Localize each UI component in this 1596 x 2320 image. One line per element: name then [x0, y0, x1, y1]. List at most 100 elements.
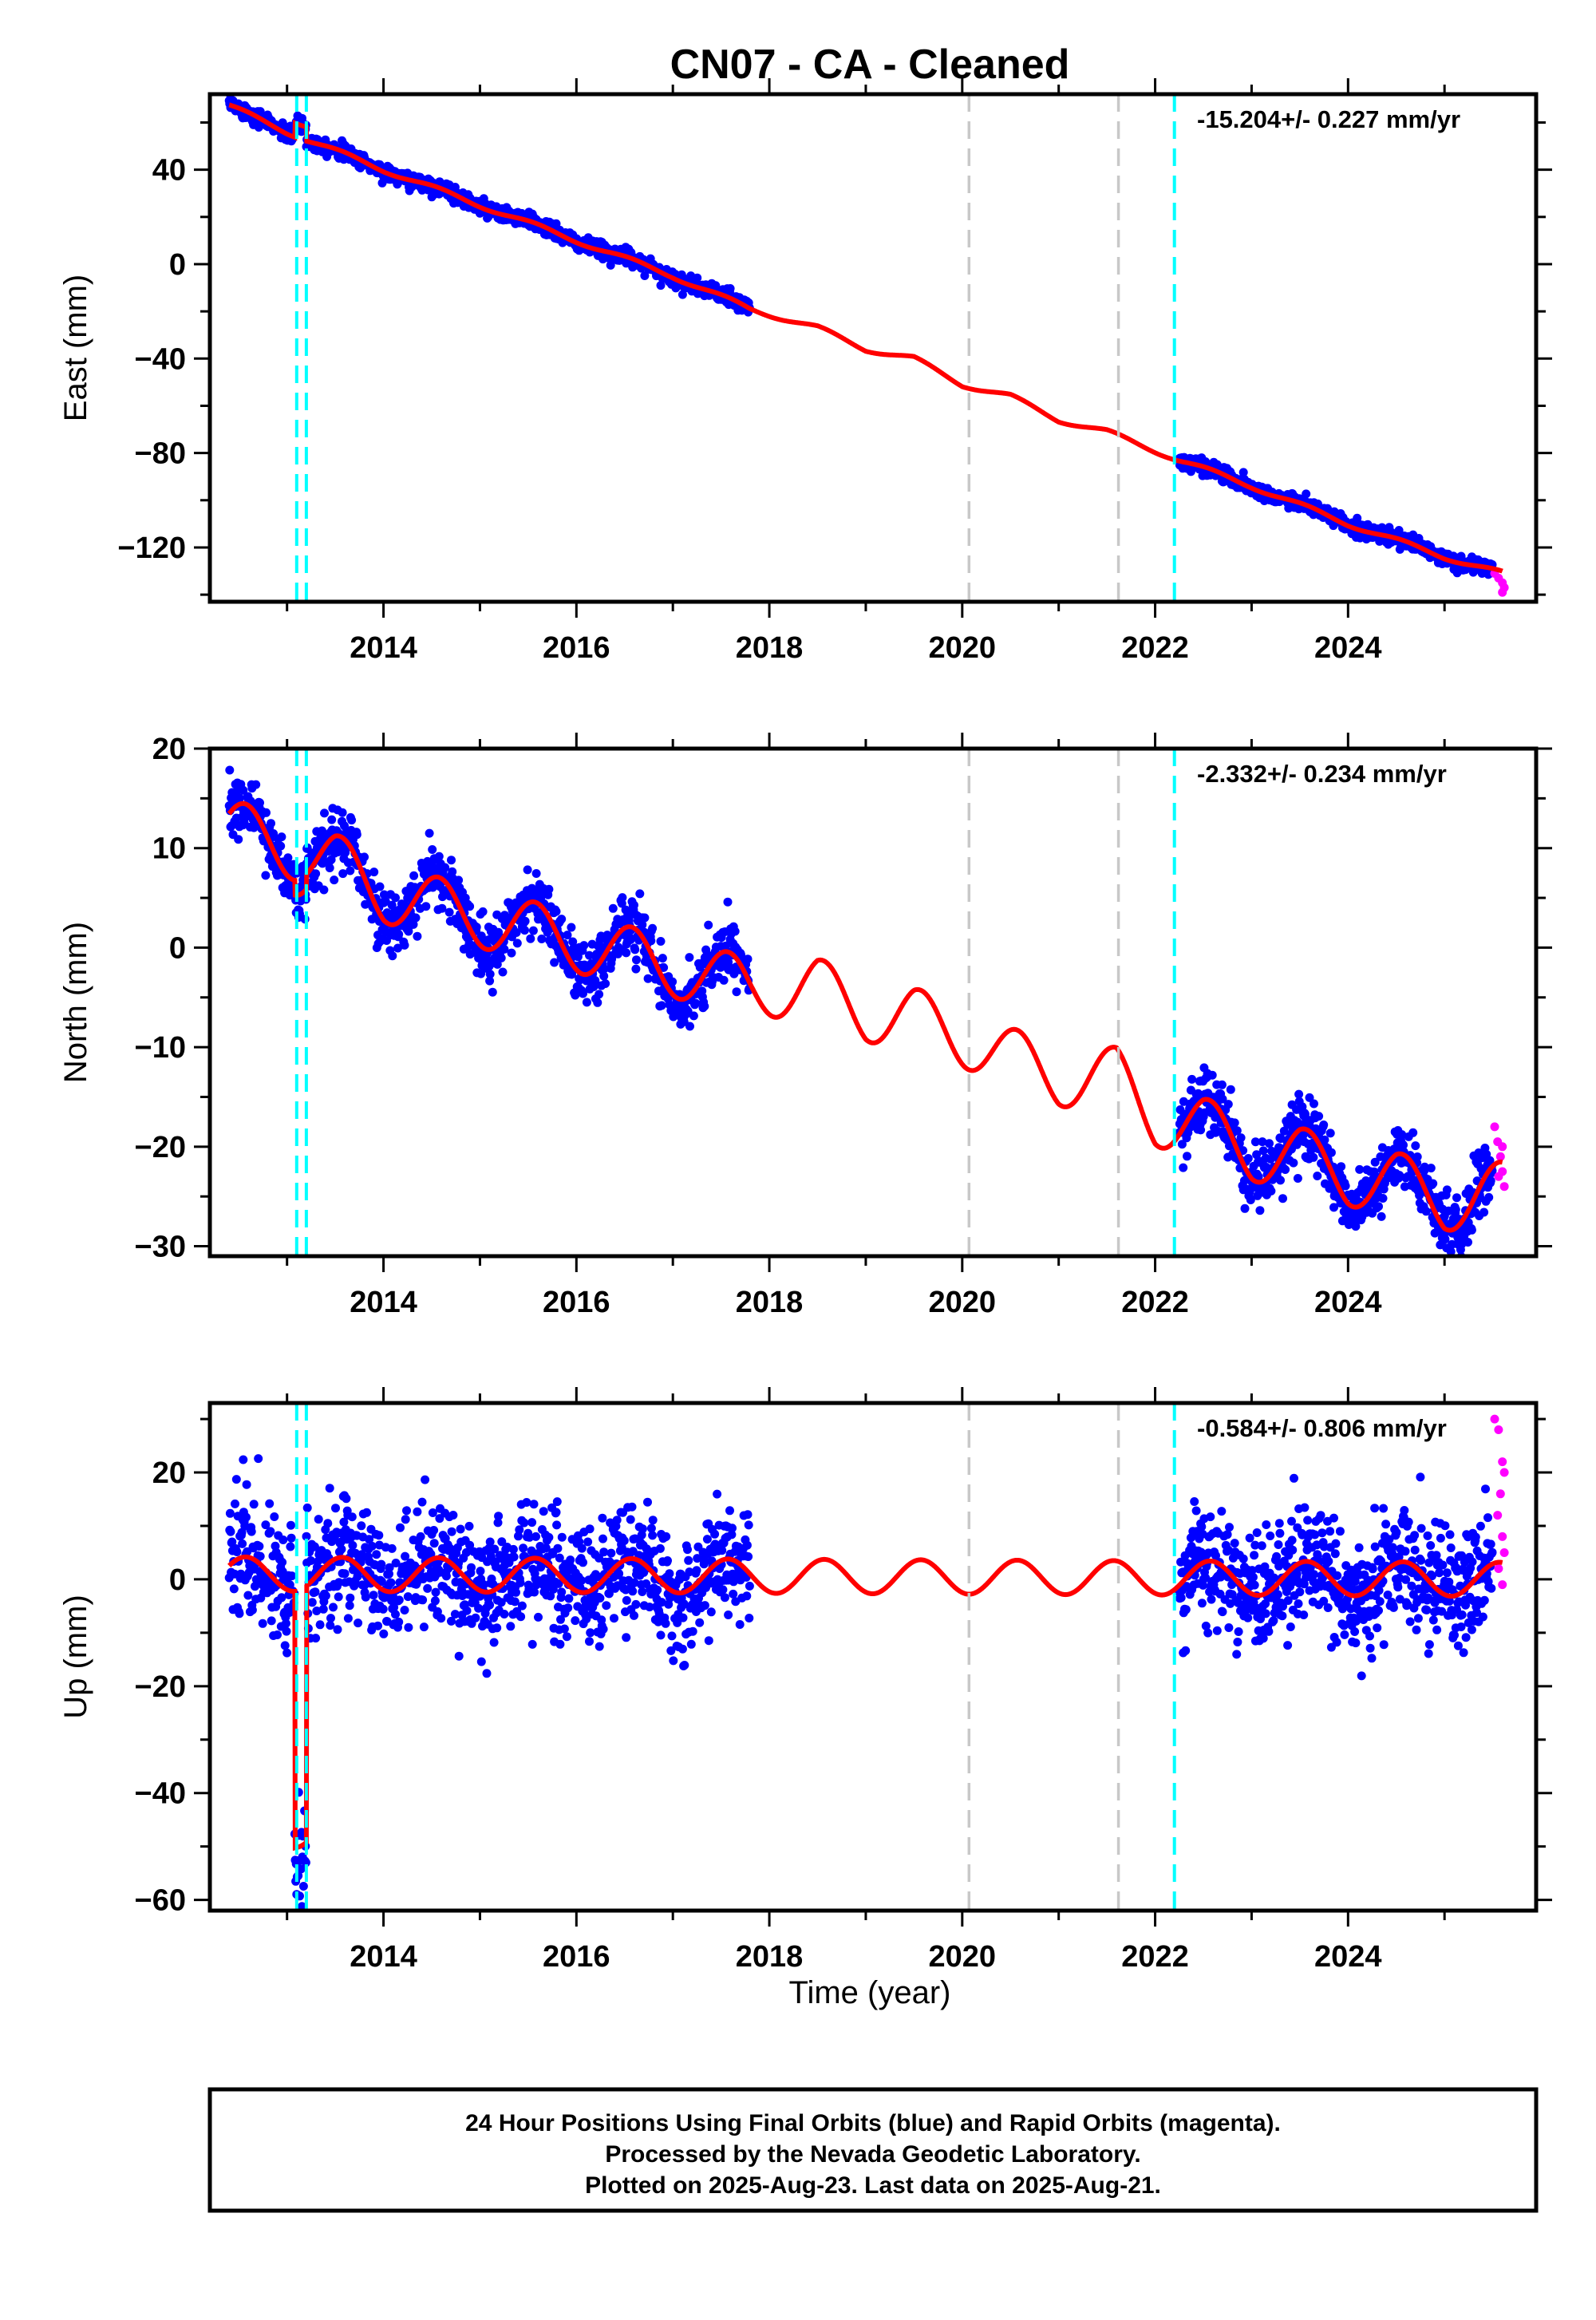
data-point — [445, 908, 454, 917]
data-point — [1452, 1205, 1460, 1214]
data-point — [322, 1591, 330, 1600]
data-point — [270, 1512, 279, 1521]
data-point — [685, 953, 693, 962]
data-point — [729, 1590, 737, 1599]
data-point — [314, 1515, 323, 1524]
data-point — [707, 1607, 716, 1616]
data-point — [529, 927, 538, 935]
data-point — [1310, 1100, 1318, 1109]
data-point — [330, 875, 338, 884]
data-point — [1287, 1517, 1296, 1526]
data-point — [255, 1542, 263, 1551]
data-point — [658, 1001, 666, 1010]
data-point — [286, 1521, 295, 1530]
data-point — [726, 284, 735, 293]
data-point — [1227, 1085, 1235, 1094]
data-point — [239, 1456, 247, 1464]
data-point — [409, 871, 418, 880]
data-point — [447, 856, 456, 864]
data-point — [1309, 1153, 1317, 1162]
data-point — [248, 1606, 257, 1615]
final-orbit-points — [225, 1454, 1497, 1928]
data-point — [563, 1632, 571, 1641]
data-point — [243, 1480, 251, 1489]
data-point — [346, 867, 354, 875]
data-point — [1262, 1609, 1270, 1618]
data-point — [1259, 1146, 1268, 1155]
data-point — [693, 1566, 701, 1575]
data-point — [648, 1531, 657, 1539]
data-point — [1327, 1148, 1336, 1157]
data-point — [1192, 1507, 1201, 1516]
data-point — [429, 1526, 438, 1535]
data-point — [1198, 1599, 1207, 1607]
data-point — [431, 1596, 440, 1605]
data-point — [379, 1605, 388, 1614]
data-point — [262, 808, 271, 817]
rapid-point — [1494, 1172, 1503, 1181]
data-point — [286, 1543, 294, 1551]
y-tick-label: 40 — [152, 154, 186, 188]
data-point — [1278, 1611, 1286, 1620]
data-point — [1203, 1629, 1212, 1638]
data-point — [744, 1510, 753, 1519]
data-point — [1289, 1159, 1298, 1168]
data-point — [404, 1623, 413, 1632]
data-point — [537, 935, 546, 943]
x-tick-label: 2016 — [543, 631, 610, 665]
data-point — [1208, 1071, 1217, 1080]
data-point — [552, 907, 561, 916]
data-point — [555, 1640, 564, 1649]
data-point — [1241, 1204, 1250, 1213]
data-point — [1179, 1164, 1187, 1172]
data-point — [1206, 1512, 1215, 1521]
data-point — [391, 893, 400, 902]
data-point — [341, 1569, 350, 1578]
data-point — [1249, 1573, 1258, 1582]
data-point — [1290, 1474, 1298, 1483]
data-point — [1317, 1511, 1325, 1520]
data-point — [338, 808, 347, 817]
data-point — [420, 1622, 429, 1631]
data-point — [287, 1571, 296, 1580]
data-point — [508, 949, 516, 958]
data-point — [560, 1625, 569, 1634]
data-point — [395, 1595, 404, 1604]
data-point — [1258, 1541, 1266, 1550]
data-point — [1262, 1520, 1270, 1529]
data-point — [1487, 1176, 1495, 1185]
data-point — [1452, 1193, 1461, 1202]
y-tick-label: −40 — [135, 342, 186, 376]
data-point — [1224, 1623, 1233, 1632]
data-point — [1244, 1154, 1253, 1163]
x-tick-label: 2014 — [350, 631, 417, 665]
data-point — [1324, 1603, 1333, 1612]
data-point — [586, 1524, 595, 1533]
data-point — [593, 998, 602, 1007]
data-point — [649, 1516, 658, 1524]
data-point — [348, 1512, 357, 1521]
data-point — [277, 832, 286, 841]
data-point — [492, 1623, 501, 1632]
data-point — [510, 1552, 519, 1561]
data-point — [1239, 1555, 1248, 1563]
data-point — [1326, 1128, 1335, 1137]
data-point — [1319, 1120, 1328, 1129]
data-point — [662, 1532, 670, 1541]
data-point — [725, 1506, 734, 1515]
data-point — [1310, 1570, 1318, 1579]
data-point — [299, 1882, 308, 1891]
data-point — [320, 808, 329, 817]
data-point — [731, 927, 740, 936]
data-point — [609, 904, 618, 913]
data-point — [401, 1606, 409, 1615]
data-point — [558, 1533, 567, 1542]
rapid-point — [1500, 1182, 1509, 1191]
data-point — [1278, 1194, 1287, 1203]
data-point — [344, 1614, 353, 1622]
data-point — [421, 902, 430, 911]
data-point — [1218, 1081, 1227, 1089]
data-point — [638, 1524, 647, 1533]
